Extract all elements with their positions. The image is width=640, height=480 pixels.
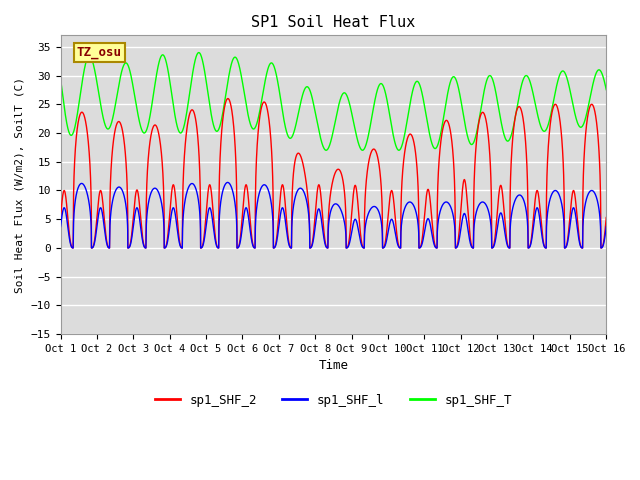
Text: TZ_osu: TZ_osu — [77, 46, 122, 59]
X-axis label: Time: Time — [318, 360, 348, 372]
Legend: sp1_SHF_2, sp1_SHF_l, sp1_SHF_T: sp1_SHF_2, sp1_SHF_l, sp1_SHF_T — [150, 389, 517, 411]
Title: SP1 Soil Heat Flux: SP1 Soil Heat Flux — [252, 15, 415, 30]
Y-axis label: Soil Heat Flux (W/m2), SoilT (C): Soil Heat Flux (W/m2), SoilT (C) — [15, 77, 25, 293]
